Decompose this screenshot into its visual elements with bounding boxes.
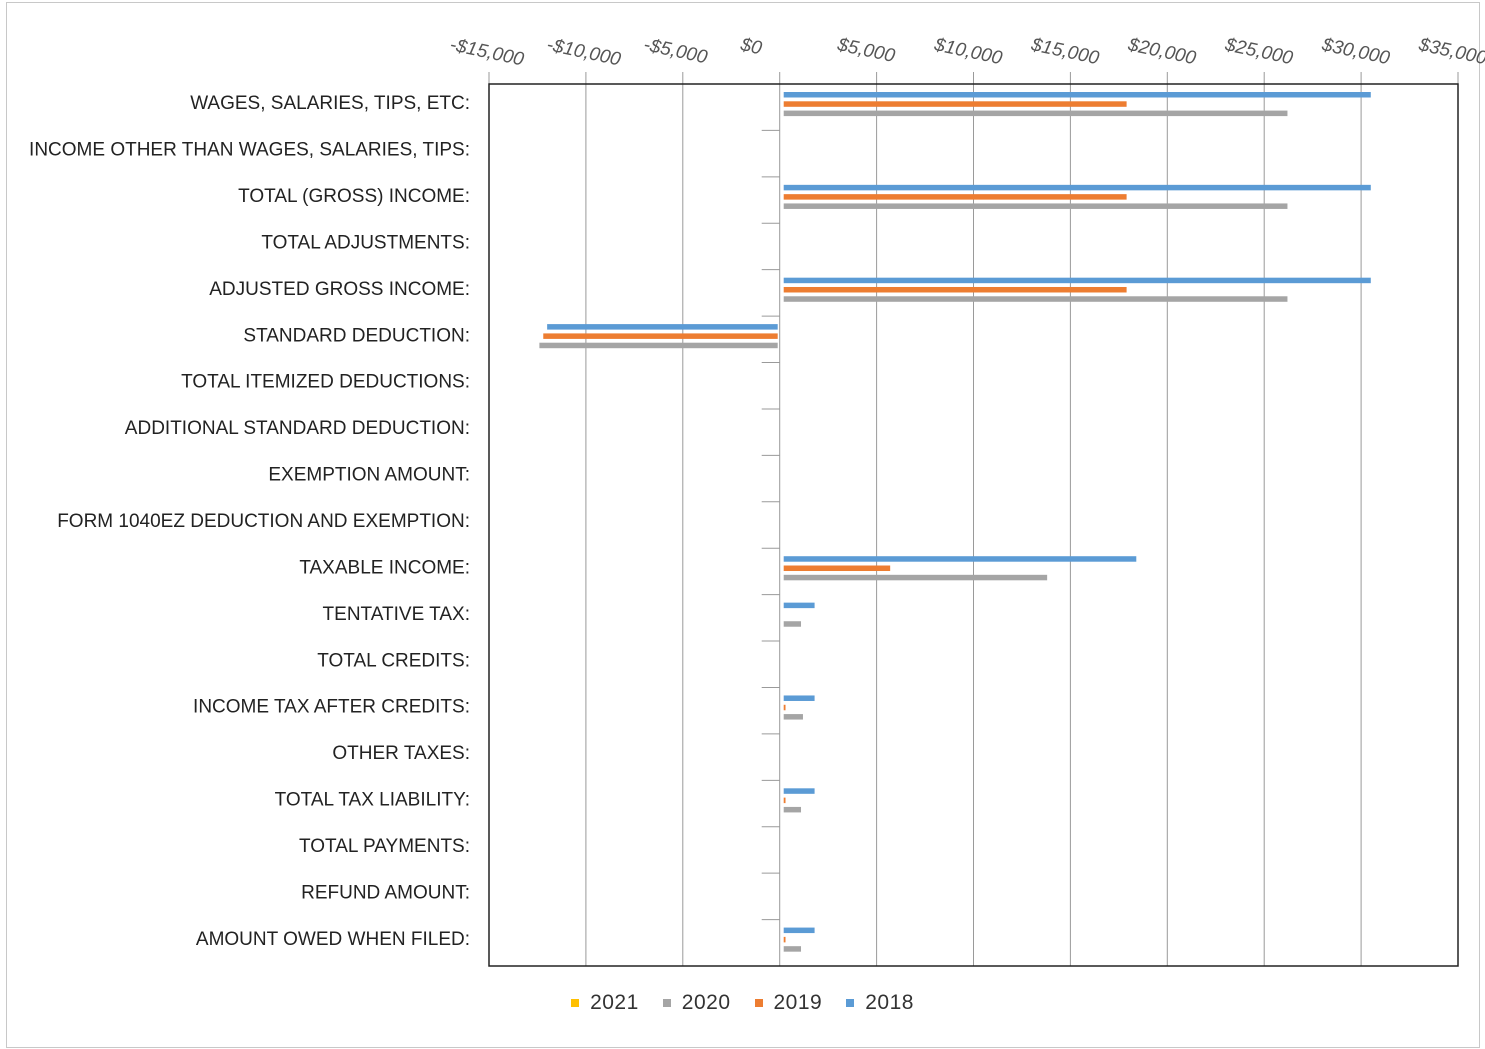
category-label: INCOME TAX AFTER CREDITS: (193, 697, 470, 718)
bar-2019 (783, 286, 1127, 293)
legend-swatch (571, 999, 580, 1007)
category-label: FORM 1040EZ DEDUCTION AND EXEMPTION: (57, 511, 470, 532)
bar-2018 (783, 556, 1137, 562)
x-tick-label: -$5,000 (642, 34, 710, 68)
bar-2018 (783, 788, 815, 794)
bar-2019 (783, 101, 1127, 107)
legend-label: 2021 (590, 991, 639, 1014)
bar-2019 (543, 333, 778, 339)
bar-2019 (783, 704, 786, 711)
legend-label: 2018 (865, 991, 914, 1014)
bar-2020 (783, 203, 1288, 209)
bar-2020 (783, 714, 803, 720)
bar-2020 (539, 342, 778, 349)
legend-swatch (662, 999, 671, 1007)
legend-item: 2020 (662, 991, 731, 1015)
category-label: REFUND AMOUNT: (301, 882, 470, 903)
category-label: AMOUNT OWED WHEN FILED: (196, 929, 470, 950)
bar-2018 (547, 324, 778, 330)
bar-2019 (783, 565, 891, 572)
category-label: TOTAL CREDITS: (317, 650, 470, 671)
bar-2020 (783, 621, 802, 627)
category-label: EXEMPTION AMOUNT: (268, 465, 470, 486)
x-tick-label: $30,000 (1319, 34, 1392, 69)
bar-2019 (783, 797, 786, 804)
bar-2018 (783, 277, 1371, 284)
x-tick-label: $5,000 (835, 34, 898, 67)
x-tick-label: $35,000 (1416, 34, 1485, 69)
bar-2020 (783, 296, 1288, 302)
bar-2018 (783, 927, 815, 934)
legend-swatch (846, 999, 855, 1007)
x-tick-label: $20,000 (1125, 34, 1198, 69)
x-tick-label: -$15,000 (448, 34, 526, 70)
bar-2018 (783, 184, 1371, 191)
bar-2018 (783, 695, 815, 701)
bar-2020 (783, 574, 1048, 581)
bar-2020 (783, 806, 802, 813)
category-label: INCOME OTHER THAN WAGES, SALARIES, TIPS: (29, 140, 470, 161)
bar-2019 (783, 936, 786, 943)
bar-2018 (783, 92, 1371, 98)
chart-frame (6, 2, 1480, 1048)
category-label: TOTAL TAX LIABILITY: (275, 790, 470, 811)
x-tick-label: $0 (738, 34, 764, 59)
category-label: TOTAL ITEMIZED DEDUCTIONS: (181, 372, 470, 393)
category-label: ADDITIONAL STANDARD DEDUCTION: (125, 418, 470, 439)
legend-item: 2021 (571, 991, 639, 1015)
bar-2019 (783, 194, 1127, 200)
x-tick-label: $15,000 (1028, 34, 1101, 69)
category-label: ADJUSTED GROSS INCOME: (209, 279, 470, 300)
legend-item: 2018 (846, 991, 914, 1015)
legend-swatch (754, 999, 763, 1007)
x-tick-label: $25,000 (1222, 34, 1295, 69)
x-tick-label: $10,000 (931, 34, 1004, 69)
bar-2018 (783, 602, 815, 609)
legend-label: 2019 (773, 991, 823, 1014)
category-label: TOTAL PAYMENTS: (299, 836, 470, 857)
legend-label: 2020 (681, 991, 731, 1014)
category-label: TAXABLE INCOME: (299, 557, 470, 578)
category-label: WAGES, SALARIES, TIPS, ETC: (190, 93, 470, 114)
bar-2020 (783, 110, 1288, 117)
category-label: TOTAL ADJUSTMENTS: (261, 232, 470, 253)
category-label: OTHER TAXES: (332, 743, 470, 764)
legend-item: 2019 (754, 991, 823, 1015)
plot-area-border (488, 83, 1459, 967)
legend: 2021 2020 2019 2018 (0, 988, 1485, 1018)
category-label: TENTATIVE TAX: (323, 604, 470, 625)
bars-layer (539, 92, 1371, 952)
x-tick-label: -$10,000 (545, 34, 623, 70)
category-labels: WAGES, SALARIES, TIPS, ETC: INCOME OTHER … (29, 93, 470, 950)
category-label: STANDARD DEDUCTION: (243, 325, 470, 346)
category-label: TOTAL (GROSS) INCOME: (238, 186, 470, 207)
tick-layer: -$15,000 -$10,000 -$5,000 $0 $5,000 $10,000 $1… (448, 34, 1485, 70)
bar-2020 (783, 946, 802, 952)
